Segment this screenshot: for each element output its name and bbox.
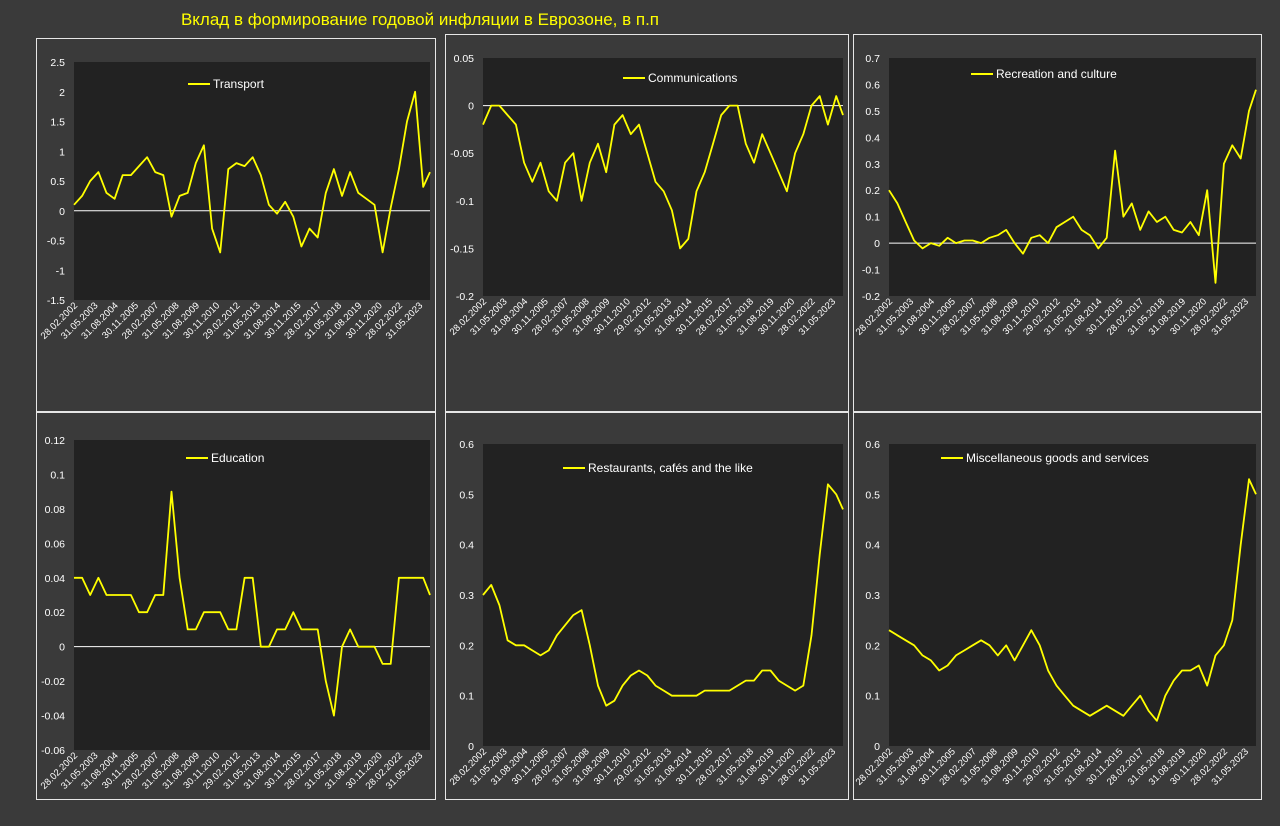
series-line [482,95,844,250]
legend-label: Education [211,451,264,465]
y-tick-label: 0 [874,238,880,250]
y-tick-label: 0.05 [454,53,475,65]
y-tick-label: 0.6 [865,79,880,91]
y-tick-label: 0 [468,741,474,753]
y-tick-label: 0.3 [865,590,880,602]
y-tick-label: 0.7 [865,53,880,65]
y-tick-label: 0.06 [45,538,66,550]
y-tick-label: 0.12 [45,435,66,447]
y-tick-label: 0 [59,206,65,218]
series-line [74,490,431,717]
y-tick-label: 0.2 [865,640,880,652]
y-tick-label: 0.5 [50,176,65,188]
y-tick-label: 0.5 [865,106,880,118]
plot-area [74,440,430,750]
y-tick-label: -0.1 [862,265,880,277]
y-tick-label: 0.3 [865,159,880,171]
y-tick-label: 0 [468,101,474,113]
y-tick-label: -0.1 [456,196,474,208]
y-tick-label: -0.06 [41,745,65,757]
legend-label: Restaurants, cafés and the like [588,461,753,475]
y-tick-label: 0.5 [459,489,474,501]
y-tick-label: 0.04 [45,573,66,585]
y-tick-label: 0.02 [45,607,66,619]
legend-label: Recreation and culture [996,67,1117,81]
y-tick-label: 0.1 [865,691,880,703]
plot-area [889,444,1256,746]
plot-area [483,444,843,746]
y-tick-label: -0.05 [450,148,474,160]
y-tick-label: 0 [874,741,880,753]
series-line [888,89,1257,284]
y-tick-label: 2 [59,87,65,99]
y-tick-label: -0.2 [862,291,880,303]
y-tick-label: 2.5 [50,57,65,69]
y-tick-label: 0.1 [865,212,880,224]
y-tick-label: 0.5 [865,489,880,501]
series-line [888,478,1257,722]
y-tick-label: -1.5 [47,295,65,307]
y-tick-label: 0.4 [865,132,880,144]
y-tick-label: -1 [56,265,65,277]
y-tick-label: 0.1 [50,469,65,481]
series-line [482,483,844,707]
plot-area [483,58,843,296]
y-tick-label: 0.6 [865,439,880,451]
main-title: Вклад в формирование годовой инфляции в … [180,10,660,29]
y-tick-label: 0.2 [459,640,474,652]
y-tick-label: 0.6 [459,439,474,451]
plot-area [889,58,1256,296]
y-tick-label: -0.5 [47,236,65,248]
y-tick-label: 0.08 [45,504,66,516]
y-tick-label: 0.4 [865,540,880,552]
y-tick-label: 0.3 [459,590,474,602]
y-tick-label: 0 [59,642,65,654]
y-tick-label: -0.02 [41,676,65,688]
series-line [73,90,431,254]
y-tick-label: -0.2 [456,291,474,303]
y-tick-label: -0.04 [41,711,65,723]
y-tick-label: 0.1 [459,691,474,703]
legend-label: Transport [213,77,265,91]
y-tick-label: -0.15 [450,243,474,255]
y-tick-label: 0.4 [459,540,474,552]
y-tick-label: 1 [59,146,65,158]
plot-area [74,62,430,300]
y-tick-label: 0.2 [865,185,880,197]
y-tick-label: 1.5 [50,117,65,129]
legend-label: Communications [648,71,737,85]
legend-label: Miscellaneous goods and services [966,451,1149,465]
